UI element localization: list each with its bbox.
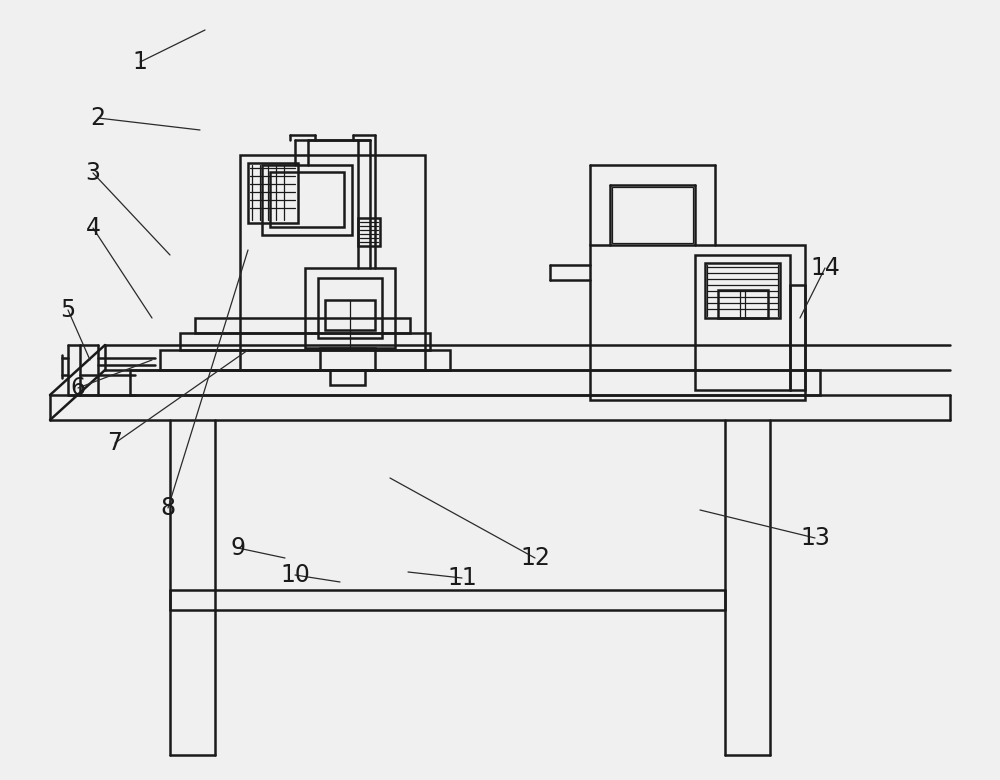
Bar xyxy=(195,318,410,333)
Text: 6: 6 xyxy=(70,376,86,400)
Bar xyxy=(240,155,425,370)
Bar xyxy=(180,333,430,350)
Text: 2: 2 xyxy=(90,106,106,130)
Bar xyxy=(612,187,693,243)
Bar xyxy=(318,278,382,338)
Bar xyxy=(705,263,780,318)
Bar xyxy=(695,255,790,390)
Text: 1: 1 xyxy=(133,50,147,74)
Bar xyxy=(262,165,352,235)
Text: 4: 4 xyxy=(86,216,100,240)
Bar xyxy=(305,268,395,348)
Bar xyxy=(160,350,450,370)
Text: 12: 12 xyxy=(520,546,550,570)
Bar xyxy=(330,370,365,385)
Text: 10: 10 xyxy=(280,563,310,587)
Bar xyxy=(130,370,820,395)
Text: 13: 13 xyxy=(800,526,830,550)
Text: 11: 11 xyxy=(447,566,477,590)
Bar xyxy=(320,348,375,370)
Bar xyxy=(248,163,298,223)
Text: 7: 7 xyxy=(108,431,122,455)
Text: 14: 14 xyxy=(810,256,840,280)
Bar xyxy=(325,300,375,330)
Bar xyxy=(358,218,380,246)
Text: 8: 8 xyxy=(160,496,176,520)
Text: 3: 3 xyxy=(86,161,100,185)
Bar xyxy=(270,172,344,227)
Text: 9: 9 xyxy=(230,536,246,560)
Bar xyxy=(590,245,805,400)
Bar xyxy=(718,290,768,318)
Text: 5: 5 xyxy=(60,298,76,322)
